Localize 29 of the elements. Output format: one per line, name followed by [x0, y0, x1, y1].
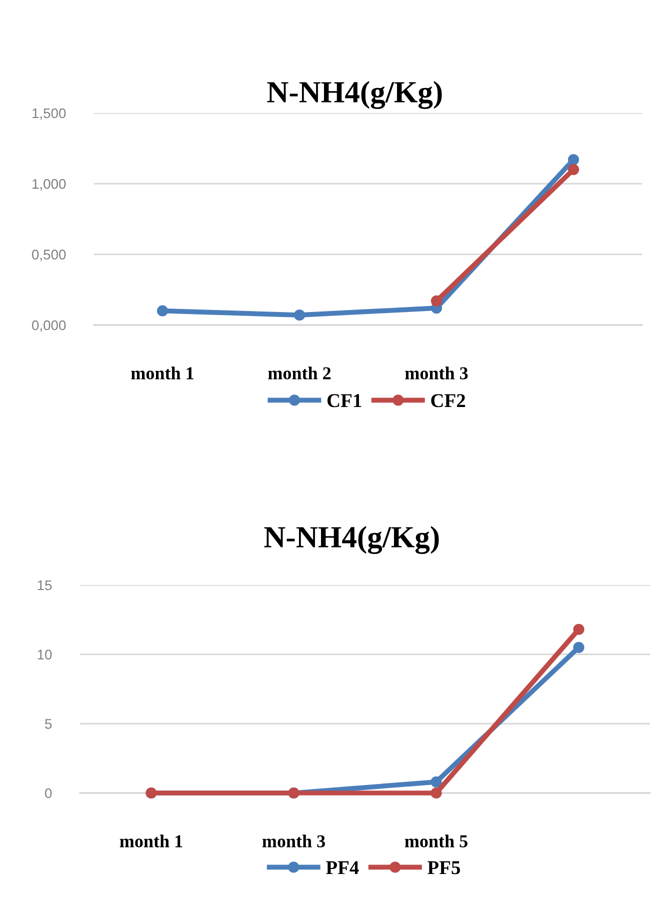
legend-label: PF4	[326, 861, 359, 874]
legend-label: CF1	[327, 394, 362, 408]
y-tick-label: 0,500	[32, 250, 66, 262]
y-tick-label: 0,000	[32, 320, 66, 332]
y-tick-label: 1,000	[32, 179, 66, 190]
x-tick-label: month 3	[262, 834, 325, 848]
x-tick-label: month 1	[120, 834, 182, 848]
legend-label: CF2	[431, 394, 466, 408]
point	[294, 310, 306, 321]
y-tick-label: 15	[38, 580, 52, 590]
x-tick-label: month 5	[404, 834, 468, 848]
y-tick-label: 1,500	[32, 108, 66, 120]
point	[568, 164, 580, 176]
x-tick-label: month 2	[268, 366, 331, 380]
chart-title: N-NH4(g/Kg)	[264, 526, 439, 554]
x-tick-label: month 1	[131, 366, 194, 380]
point	[573, 642, 584, 653]
y-tick-label: 5	[45, 719, 52, 729]
chart-title: N-NH4(g/Kg)	[267, 81, 442, 109]
y-tick-label: 0	[45, 788, 52, 798]
point	[430, 776, 442, 788]
legend-label: PF5	[428, 861, 460, 874]
point	[430, 295, 442, 307]
point	[156, 305, 168, 316]
point	[568, 154, 580, 166]
x-tick-label: month 3	[405, 366, 468, 380]
point	[573, 624, 584, 635]
point	[430, 787, 442, 799]
y-tick-label: 10	[38, 650, 52, 660]
